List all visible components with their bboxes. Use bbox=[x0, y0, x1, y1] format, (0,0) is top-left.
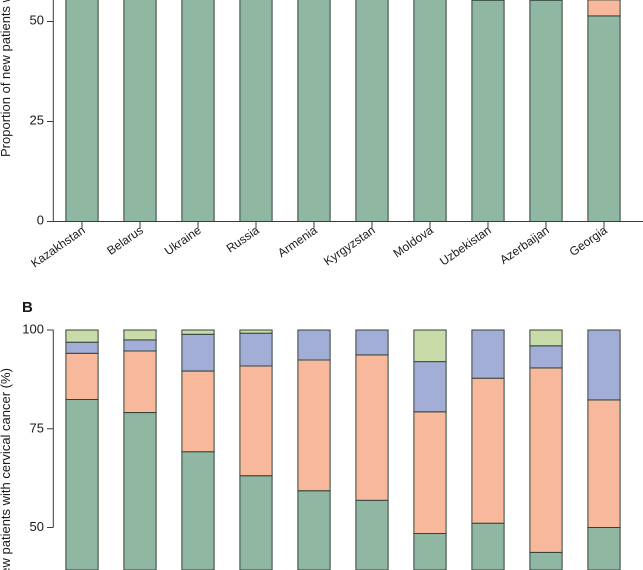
svg-text:B: B bbox=[22, 299, 33, 316]
svg-text:Belarus: Belarus bbox=[104, 223, 145, 258]
svg-text:25: 25 bbox=[30, 113, 44, 128]
svg-text:Azerbaijan: Azerbaijan bbox=[497, 223, 551, 267]
svg-text:50: 50 bbox=[30, 13, 44, 28]
svg-text:Armenia: Armenia bbox=[275, 223, 320, 260]
svg-text:0: 0 bbox=[37, 213, 44, 228]
svg-text:100: 100 bbox=[22, 322, 44, 337]
svg-text:Kyrgyzstan: Kyrgyzstan bbox=[321, 223, 378, 269]
svg-text:75: 75 bbox=[30, 420, 44, 435]
svg-text:Uzbekistan: Uzbekistan bbox=[437, 223, 494, 269]
svg-text:Kazakhstan: Kazakhstan bbox=[28, 223, 87, 270]
svg-text:50: 50 bbox=[30, 519, 44, 534]
svg-text:Georgia: Georgia bbox=[567, 223, 610, 259]
svg-text:Moldova: Moldova bbox=[391, 223, 436, 261]
svg-text:Proportion of new patients wit: Proportion of new patients with cervical… bbox=[0, 368, 13, 570]
svg-text:Ukraine: Ukraine bbox=[162, 223, 204, 258]
svg-text:Proportion of new patients wit: Proportion of new patients with cervical… bbox=[0, 0, 13, 157]
svg-text:Russia: Russia bbox=[224, 223, 262, 256]
